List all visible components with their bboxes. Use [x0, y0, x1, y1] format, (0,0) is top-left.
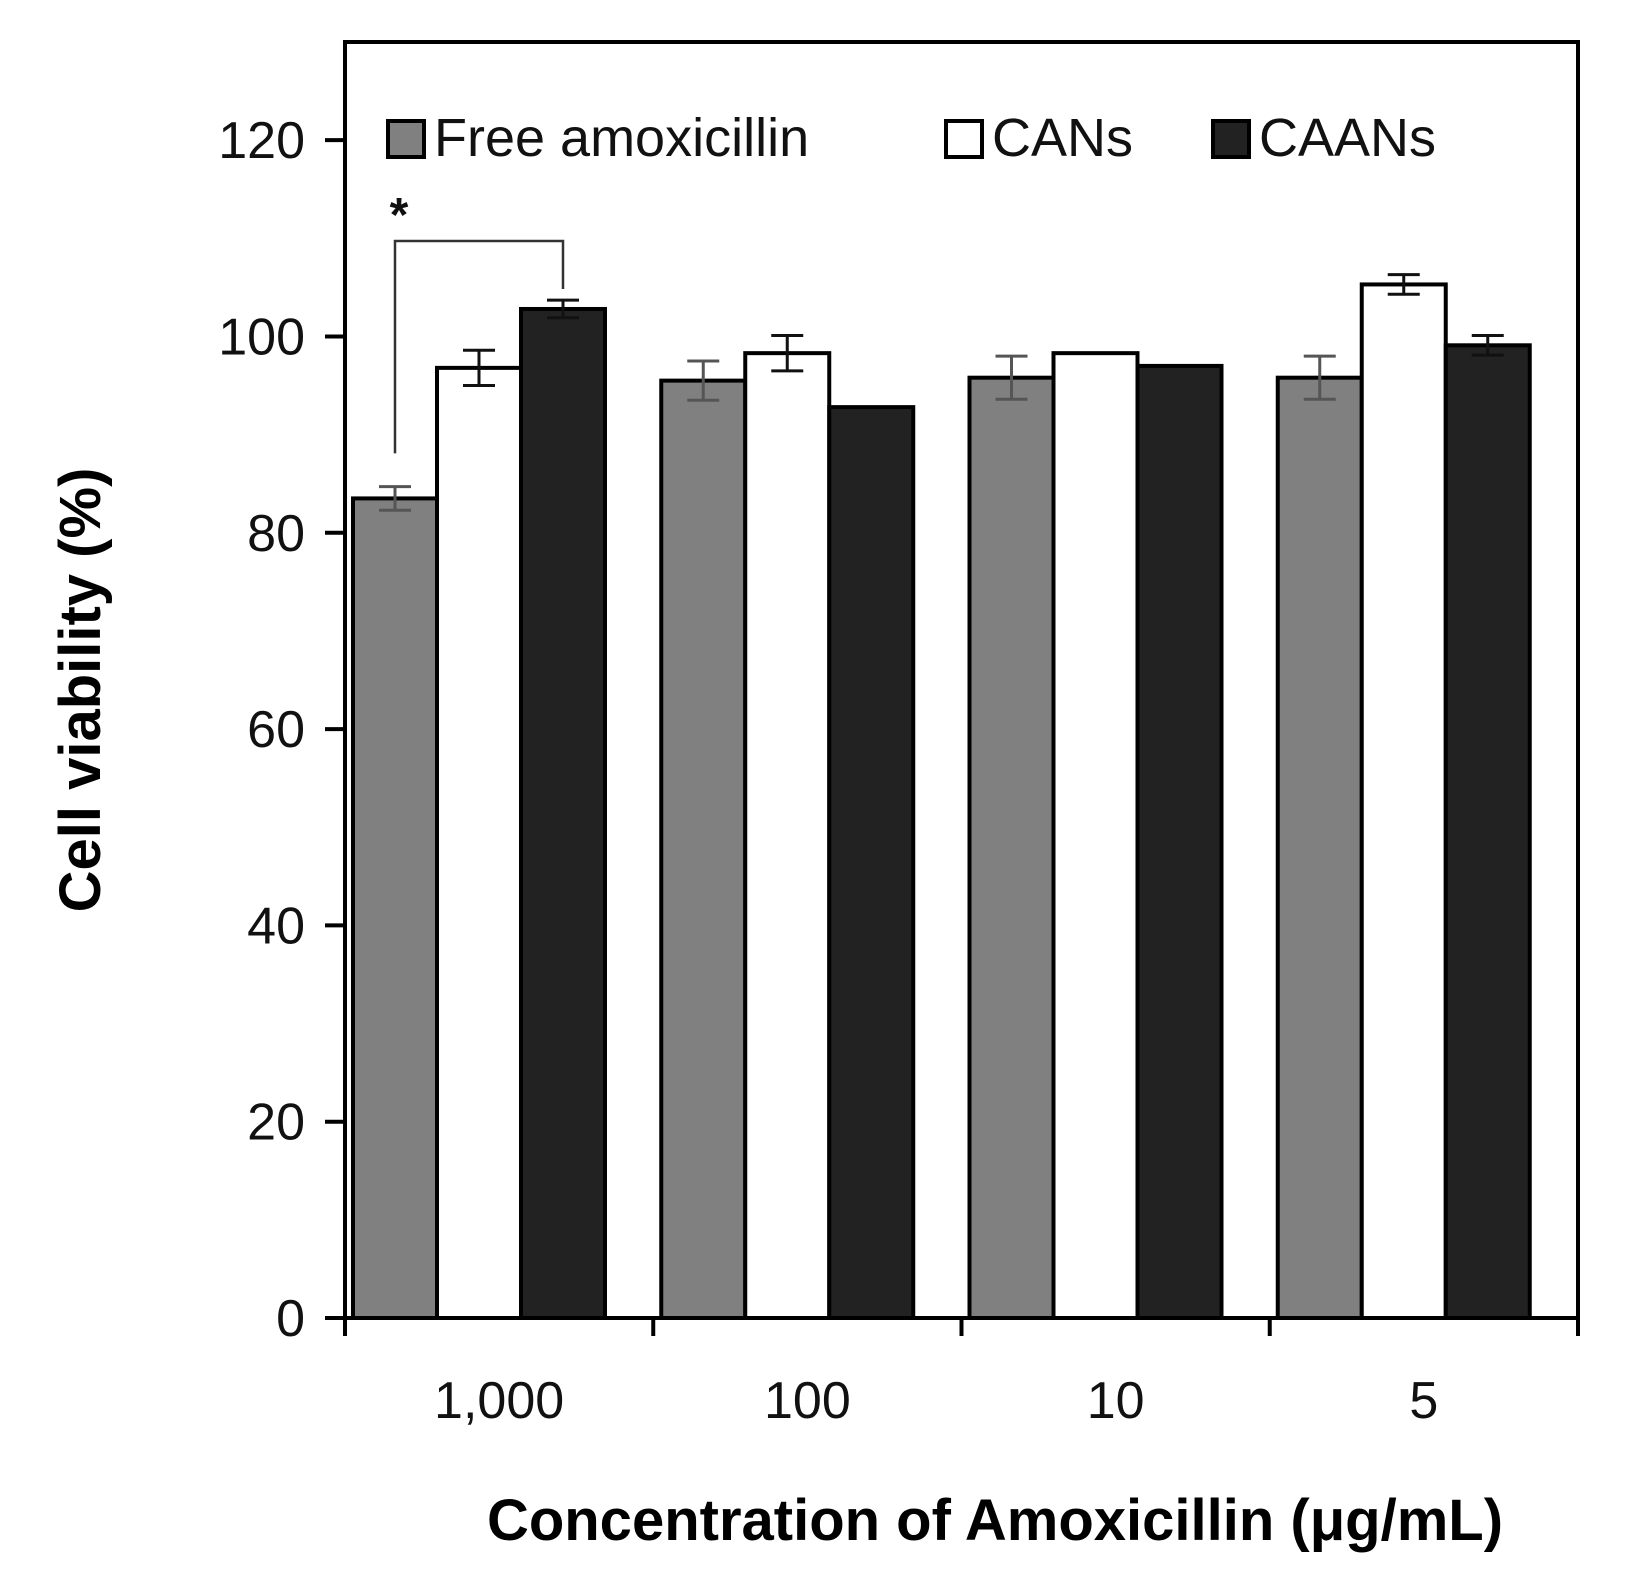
significance-marker: * [390, 189, 409, 242]
bar-cans-3 [1359, 282, 1448, 1321]
legend-swatch-cans [944, 119, 984, 159]
y-tick-label: 80 [247, 505, 305, 563]
significance-bracket [393, 239, 565, 454]
bar-free-amoxicillin-1 [659, 378, 748, 1320]
legend-label-caans: CAANs [1259, 108, 1436, 168]
bar-caans-0 [519, 306, 607, 1320]
y-tick-label: 20 [247, 1094, 305, 1152]
bar-caans-1 [827, 405, 916, 1320]
y-tick-label: 120 [218, 112, 305, 170]
x-tick-label: 5 [1409, 1372, 1438, 1430]
bar-cans-2 [1051, 351, 1140, 1320]
bar-caans-2 [1135, 363, 1224, 1320]
legend-label-cans: CANs [992, 108, 1133, 168]
x-tick-label: 100 [764, 1372, 851, 1430]
y-tick-label: 100 [218, 308, 305, 366]
x-tick-label: 1,000 [434, 1372, 564, 1430]
bar-free-amoxicillin-3 [1275, 375, 1364, 1320]
bar-caans-3 [1443, 343, 1532, 1320]
y-tick-label: 0 [276, 1290, 305, 1348]
legend-swatch-caans [1211, 119, 1251, 159]
legend-label-free-amoxicillin: Free amoxicillin [434, 108, 809, 168]
x-axis-title: Concentration of Amoxicillin (μg/mL) [487, 1488, 1503, 1553]
y-tick-label: 60 [247, 701, 305, 759]
bar-free-amoxicillin-2 [967, 375, 1056, 1320]
x-tick-label: 10 [1087, 1372, 1145, 1430]
bar-cans-1 [743, 351, 832, 1320]
bar-cans-0 [435, 365, 523, 1320]
legend-swatch-free-amoxicillin [386, 119, 426, 159]
bar-free-amoxicillin-0 [351, 496, 439, 1320]
y-axis-title: Cell viability (%) [48, 468, 113, 913]
y-tick-label: 40 [247, 897, 305, 955]
